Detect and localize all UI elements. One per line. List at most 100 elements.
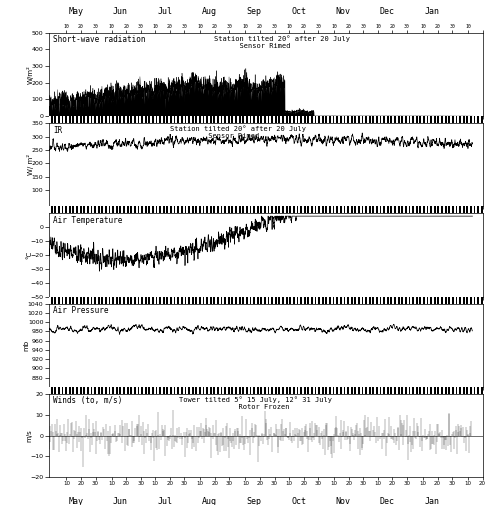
Bar [92, 207, 94, 213]
Bar [291, 207, 293, 213]
Bar [468, 387, 470, 394]
Bar [241, 296, 243, 304]
Bar [360, 116, 362, 123]
Bar [215, 387, 217, 394]
Bar [266, 296, 268, 304]
Text: Air Pressure: Air Pressure [53, 306, 109, 315]
Text: Air Temperature: Air Temperature [53, 216, 122, 225]
Bar [157, 207, 159, 213]
Bar [327, 116, 329, 123]
Bar [352, 387, 354, 394]
Text: 20: 20 [212, 24, 218, 29]
Bar [432, 387, 434, 394]
Bar [60, 207, 62, 213]
Bar [454, 207, 456, 213]
Bar [212, 387, 214, 394]
Bar [150, 387, 152, 394]
Bar [190, 296, 192, 304]
Bar [201, 387, 202, 394]
Bar [331, 207, 333, 213]
Bar [81, 207, 83, 213]
Bar [96, 116, 98, 123]
Bar [118, 116, 120, 123]
Bar [450, 296, 452, 304]
Bar [436, 207, 438, 213]
Bar [212, 296, 214, 304]
Bar [103, 207, 105, 213]
Bar [103, 387, 105, 394]
Bar [132, 207, 134, 213]
Bar [403, 387, 405, 394]
Bar [342, 207, 343, 213]
Bar [349, 296, 351, 304]
Bar [294, 207, 296, 213]
Bar [78, 387, 80, 394]
Bar [233, 296, 235, 304]
Bar [56, 387, 58, 394]
Bar [443, 207, 445, 213]
Bar [251, 387, 253, 394]
Bar [161, 387, 163, 394]
Text: Short-wave radiation: Short-wave radiation [53, 35, 146, 44]
Bar [284, 296, 286, 304]
Bar [71, 207, 73, 213]
Bar [403, 207, 405, 213]
Bar [49, 387, 51, 394]
Bar [443, 296, 445, 304]
Bar [298, 387, 300, 394]
Bar [99, 207, 101, 213]
Bar [468, 116, 470, 123]
Bar [291, 296, 293, 304]
Bar [136, 207, 138, 213]
Bar [291, 387, 293, 394]
Bar [219, 296, 220, 304]
Bar [298, 296, 300, 304]
Bar [317, 387, 318, 394]
Bar [356, 296, 358, 304]
Bar [338, 387, 340, 394]
Bar [327, 207, 329, 213]
Bar [450, 207, 452, 213]
Bar [175, 116, 177, 123]
Bar [432, 296, 434, 304]
Bar [67, 296, 69, 304]
Bar [399, 387, 401, 394]
Bar [67, 387, 69, 394]
Bar [255, 207, 257, 213]
Bar [302, 207, 304, 213]
Bar [165, 387, 167, 394]
Bar [64, 387, 65, 394]
Bar [428, 296, 430, 304]
Bar [425, 296, 427, 304]
Bar [479, 296, 481, 304]
Bar [468, 207, 470, 213]
Bar [428, 387, 430, 394]
Bar [60, 116, 62, 123]
Text: 30: 30 [316, 24, 321, 29]
Bar [194, 296, 196, 304]
Bar [74, 207, 76, 213]
Bar [443, 116, 445, 123]
Bar [56, 296, 58, 304]
Text: Aug: Aug [202, 497, 217, 505]
Bar [147, 207, 148, 213]
Bar [457, 207, 459, 213]
Bar [262, 116, 264, 123]
Bar [262, 387, 264, 394]
Bar [226, 387, 228, 394]
Bar [367, 207, 369, 213]
Bar [186, 116, 188, 123]
Bar [114, 207, 116, 213]
Bar [212, 116, 214, 123]
Text: 30: 30 [404, 24, 410, 29]
Bar [411, 207, 412, 213]
Bar [465, 296, 466, 304]
Bar [237, 387, 239, 394]
Text: 10: 10 [375, 24, 381, 29]
Bar [414, 296, 416, 304]
Bar [342, 116, 343, 123]
Bar [360, 207, 362, 213]
Bar [125, 296, 127, 304]
Bar [345, 296, 347, 304]
Bar [270, 116, 271, 123]
